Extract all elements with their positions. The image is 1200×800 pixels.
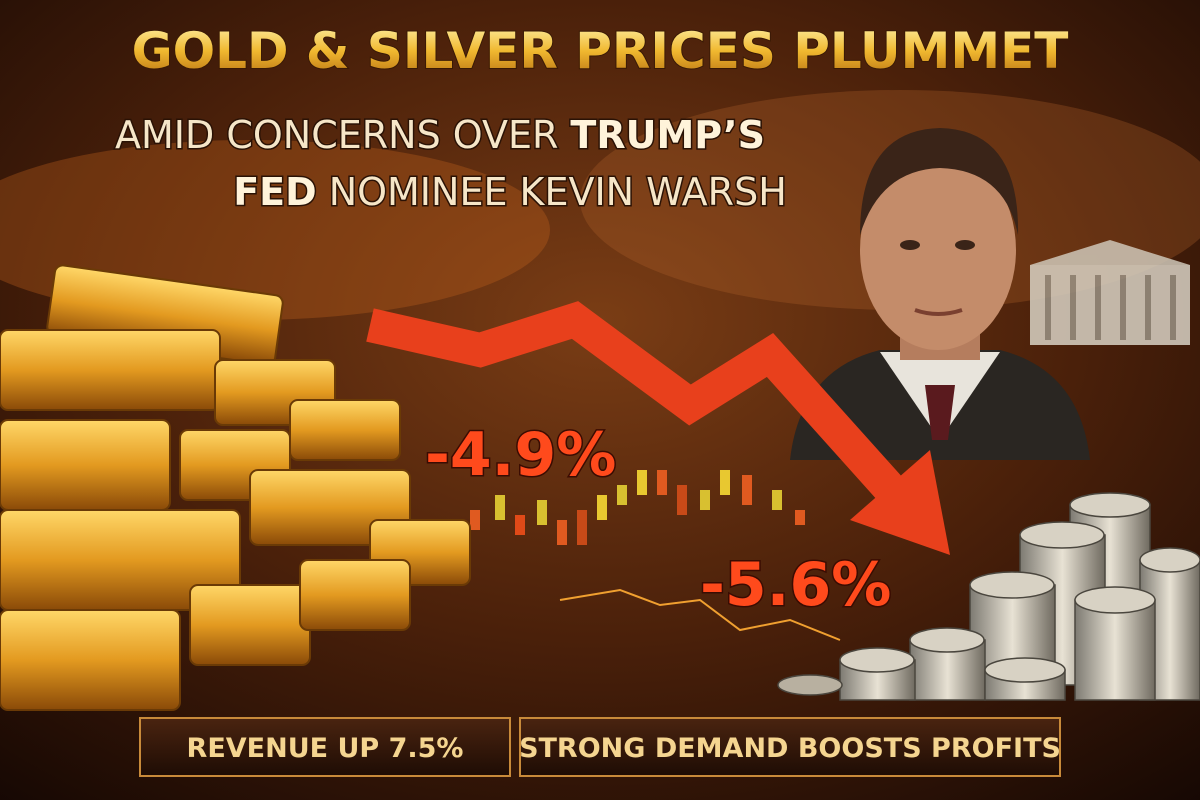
white-house [1030, 240, 1190, 345]
banner-text: STRONG DEMAND BOOSTS PROFITS [519, 733, 1061, 764]
candlestick-decor [470, 470, 841, 641]
subtitle-emphasis: FED [233, 170, 316, 214]
banner [139, 717, 511, 777]
subtitle-emphasis: TRUMP’S [570, 113, 765, 157]
subtitle-line: AMID CONCERNS OVER TRUMP’S [115, 113, 765, 157]
down-arrow [366, 301, 950, 555]
callout-percent: -5.6% [700, 550, 891, 620]
gold-bars [0, 264, 471, 711]
banner-text: REVENUE UP 7.5% [187, 733, 464, 764]
subtitle-text: NOMINEE KEVIN WARSH [329, 170, 787, 214]
subtitle-line: FED NOMINEE KEVIN WARSH [233, 170, 787, 214]
subtitle-text: AMID CONCERNS OVER [115, 113, 558, 157]
banner [519, 717, 1061, 777]
callout-percent: -4.9% [425, 420, 616, 490]
silver-coins [777, 492, 1200, 701]
bottom-banners: REVENUE UP 7.5% STRONG DEMAND BOOSTS PRO… [139, 717, 1061, 777]
headline: GOLD & SILVER PRICES PLUMMET [132, 22, 1069, 80]
person-portrait [790, 128, 1090, 460]
